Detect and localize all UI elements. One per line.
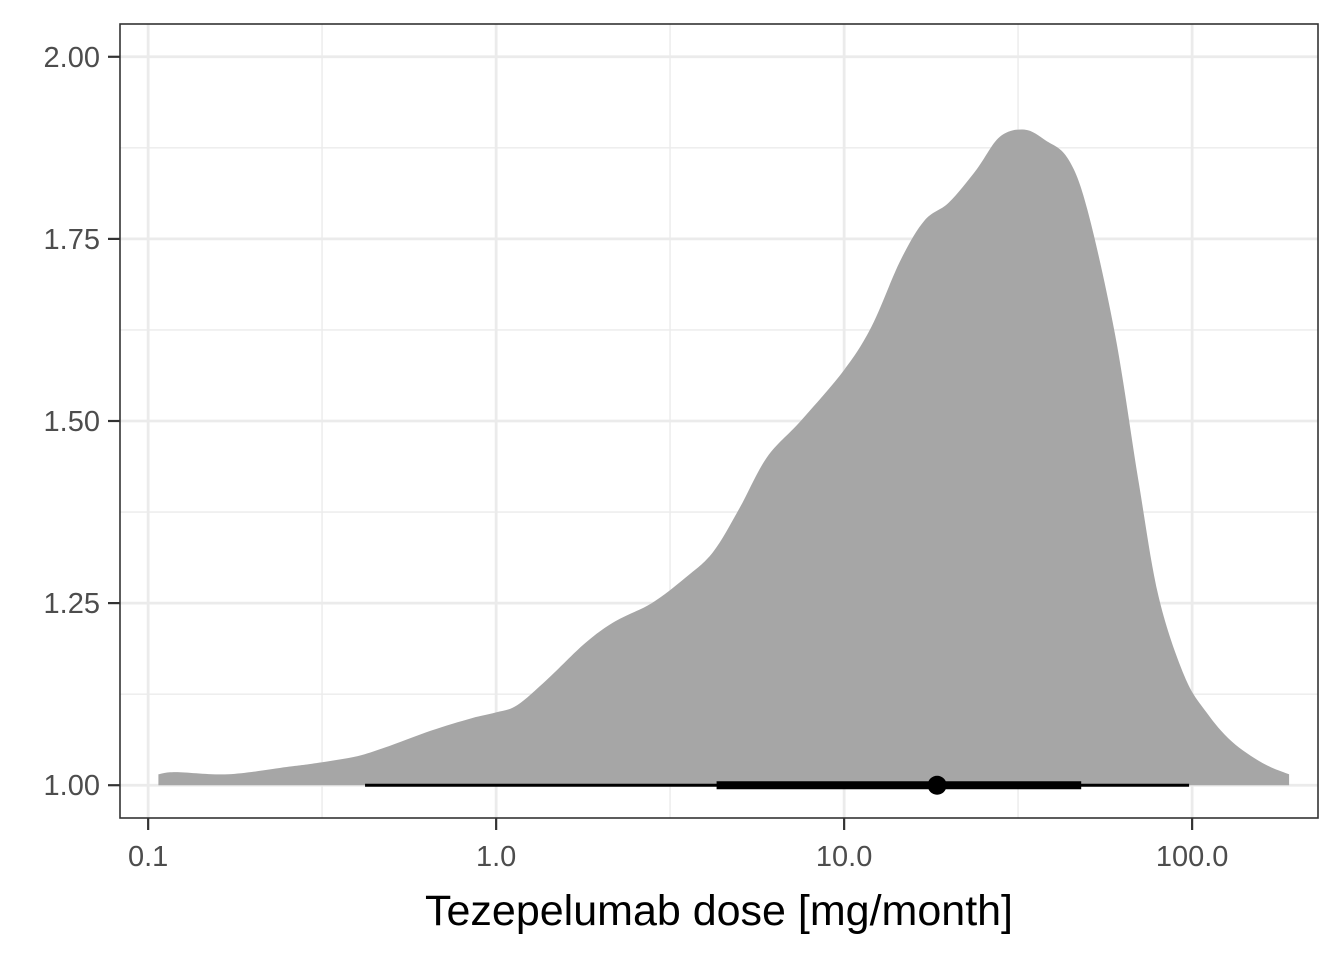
y-tick-label: 1.50: [44, 406, 100, 438]
x-axis-title: Tezepelumab dose [mg/month]: [425, 887, 1013, 935]
density-layer: [158, 129, 1290, 786]
point-estimate: [927, 775, 947, 795]
y-tick-label: 1.75: [44, 224, 100, 256]
x-tick-label: 100.0: [1156, 841, 1229, 873]
y-axis: 1.00 1.25 1.50 1.75 2.00: [44, 42, 120, 802]
density-area: [158, 129, 1290, 786]
x-tick-label: 10.0: [816, 841, 872, 873]
y-tick-label: 1.00: [44, 770, 100, 802]
y-tick-label: 2.00: [44, 42, 100, 74]
x-axis: 0.1 1.0 10.0 100.0: [128, 818, 1228, 873]
point-interval: [365, 775, 1190, 795]
y-tick-label: 1.25: [44, 588, 100, 620]
x-tick-label: 0.1: [128, 841, 168, 873]
x-tick-label: 1.0: [476, 841, 516, 873]
